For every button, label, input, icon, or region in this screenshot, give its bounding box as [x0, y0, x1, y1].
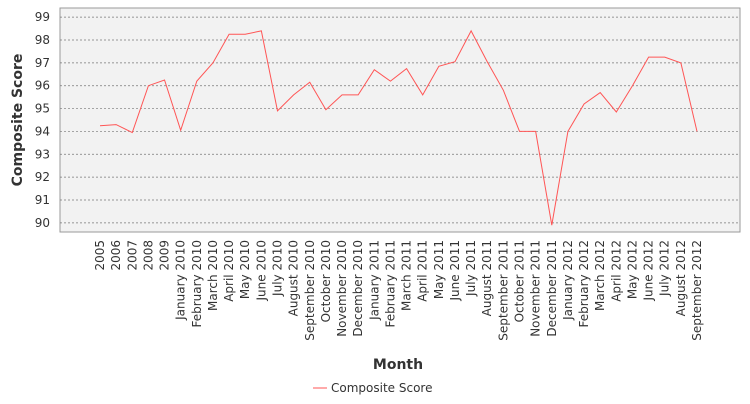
plot-area: [59, 7, 741, 233]
x-axis-label: Month: [373, 357, 423, 373]
x-tick-label: June 2011: [448, 240, 462, 302]
y-tick-label: 95: [35, 102, 50, 116]
x-tick-label: September 2012: [690, 240, 704, 341]
x-tick-label: 2008: [141, 240, 155, 271]
x-tick-label: January 2010: [174, 240, 188, 321]
x-tick-label: March 2012: [593, 240, 607, 311]
x-tick-label: January 2011: [367, 240, 381, 321]
x-tick-label: October 2010: [319, 240, 333, 322]
y-tick-label: 92: [35, 170, 50, 184]
x-tick-label: July 2011: [464, 240, 478, 297]
x-tick-label: August 2012: [674, 240, 688, 316]
x-tick-label: December 2010: [351, 240, 365, 337]
x-tick-label: April 2011: [416, 240, 430, 302]
x-tick-label: 2005: [93, 240, 107, 271]
x-tick-label: January 2012: [561, 240, 575, 321]
x-tick-label: May 2010: [238, 240, 252, 299]
y-tick-label: 91: [35, 193, 50, 207]
x-tick-label: June 2012: [642, 240, 656, 302]
x-tick-label: July 2010: [270, 240, 284, 297]
x-tick-label: October 2011: [513, 240, 527, 322]
x-tick-label: November 2010: [335, 240, 349, 337]
x-tick-label: September 2010: [303, 240, 317, 341]
x-tick-label: May 2011: [432, 240, 446, 299]
x-tick-label: March 2011: [400, 240, 414, 311]
x-tick-label: December 2011: [545, 240, 559, 337]
x-tick-label: March 2010: [206, 240, 220, 311]
x-tick-label: August 2011: [480, 240, 494, 316]
y-tick-label: 96: [35, 79, 50, 93]
x-tick-label: April 2010: [222, 240, 236, 302]
x-tick-label: 2009: [158, 240, 172, 271]
x-tick-label: February 2011: [383, 240, 397, 328]
y-tick-label: 99: [35, 10, 50, 24]
x-tick-label: February 2010: [190, 240, 204, 328]
x-tick-label: 2006: [109, 240, 123, 271]
line: [99, 29, 698, 226]
y-axis-label: Composite Score: [10, 54, 26, 187]
x-tick-label: 2007: [125, 240, 139, 271]
x-tick-label: April 2012: [609, 240, 623, 302]
x-tick-label: July 2012: [658, 240, 672, 297]
x-tick-label: June 2010: [254, 240, 268, 302]
x-tick-label: May 2012: [625, 240, 639, 299]
x-tick-label: September 2011: [496, 240, 510, 341]
y-tick-label: 94: [35, 124, 50, 138]
y-tick-label: 93: [35, 147, 50, 161]
y-tick-label: 97: [35, 56, 50, 70]
x-tick-label: November 2011: [529, 240, 543, 337]
x-tick-label: August 2010: [287, 240, 301, 316]
y-tick-label: 98: [35, 33, 50, 47]
legend-label: Composite Score: [331, 381, 432, 395]
y-tick-label: 90: [35, 216, 50, 230]
x-tick-label: February 2012: [577, 240, 591, 328]
